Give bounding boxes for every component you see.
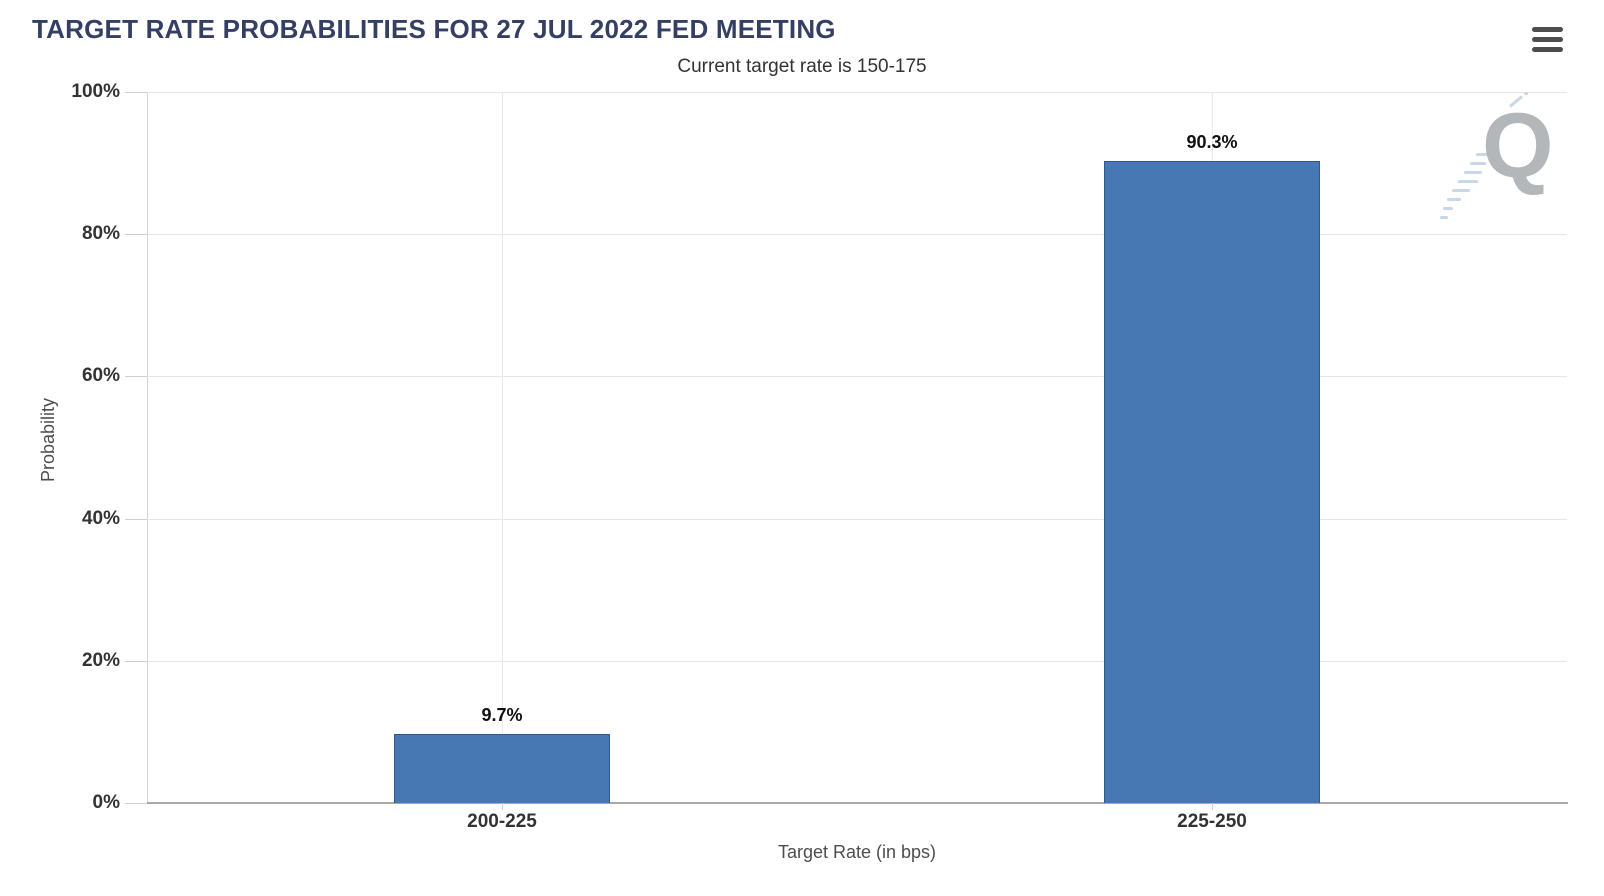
x-axis-title: Target Rate (in bps)	[777, 842, 937, 862]
y-gridline	[147, 660, 1567, 662]
menu-bar-line	[1532, 27, 1563, 32]
menu-bar-line	[1532, 47, 1563, 52]
chart-subtitle: Current target rate is 150-175	[677, 56, 927, 77]
y-gridline	[147, 518, 1567, 520]
plot-area: 9.7% 90.3%	[147, 92, 1567, 803]
y-axis-label: 60%	[81, 365, 120, 387]
y-axis-label: 0%	[92, 792, 120, 813]
bar-225-250[interactable]	[1104, 160, 1320, 803]
watermark-speed-lines	[1438, 90, 1568, 230]
menu-bar-line	[1532, 37, 1563, 42]
y-axis-tick	[125, 660, 147, 662]
x-axis-line	[147, 802, 1568, 804]
y-gridline	[147, 234, 1567, 236]
quikstrike-q-logo: Q	[1438, 90, 1568, 230]
y-axis-tick	[125, 518, 147, 520]
y-axis-line	[147, 92, 148, 803]
bar-value-label: 90.3%	[1186, 131, 1238, 152]
chart-title: TARGET RATE PROBABILITIES FOR 27 JUL 202…	[32, 14, 836, 44]
watermark-speed-dot	[1524, 92, 1528, 95]
bar-200-225[interactable]	[394, 734, 610, 803]
watermark-q-letter: Q	[1482, 95, 1554, 197]
y-gridline	[147, 92, 1567, 93]
y-axis-label: 80%	[81, 223, 120, 245]
y-gridline	[147, 376, 1567, 378]
x-axis-tick	[1212, 803, 1213, 810]
x-axis-label: 225-250	[1177, 811, 1247, 832]
y-axis-tick	[125, 803, 147, 804]
x-axis-tick	[502, 803, 503, 810]
x-gridline	[502, 92, 503, 803]
x-axis-label: 200-225	[467, 811, 537, 832]
y-axis-label: 100%	[71, 81, 120, 102]
y-axis-label: 20%	[81, 649, 120, 671]
bar-value-label: 9.7%	[481, 705, 523, 726]
hamburger-menu-icon[interactable]	[1532, 27, 1563, 57]
y-axis-tick	[125, 234, 147, 236]
y-axis-tick	[125, 92, 147, 93]
y-axis-tick	[125, 376, 147, 378]
y-axis-label: 40%	[81, 507, 120, 529]
